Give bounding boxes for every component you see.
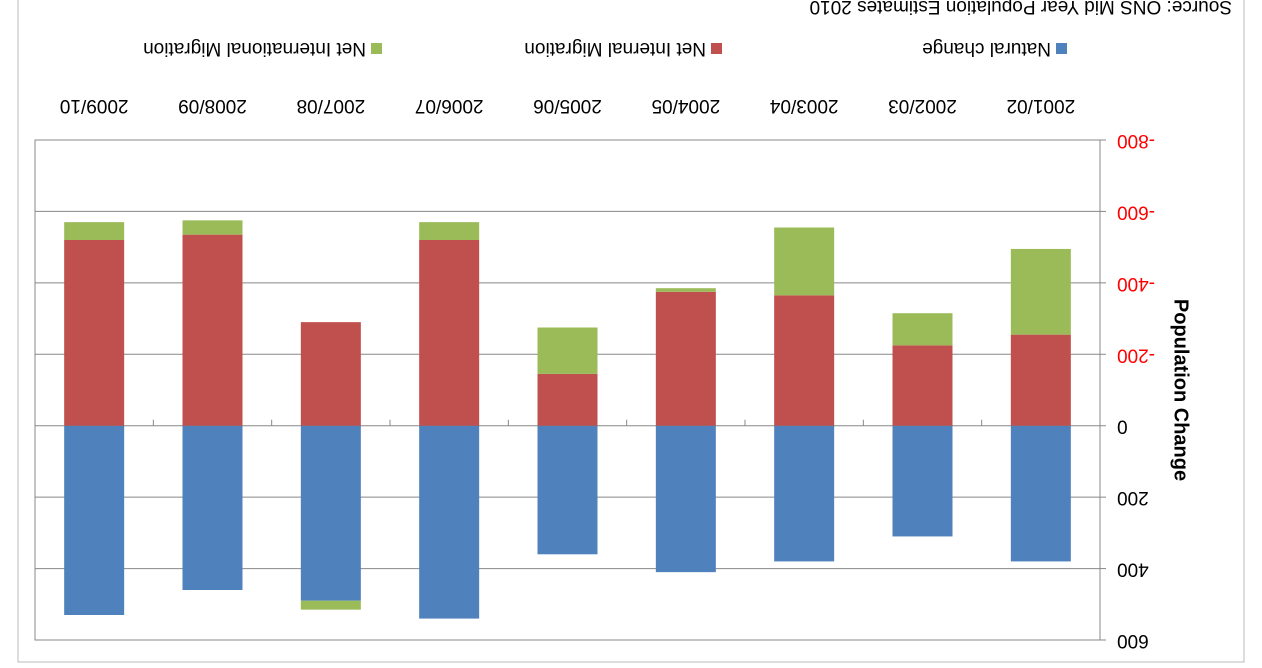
x-tick-label: 2004/05: [651, 95, 720, 116]
y-tick-label: 0: [1117, 416, 1128, 437]
y-tick-label: 600: [1117, 630, 1149, 651]
bar-segment: [182, 220, 243, 235]
bar-segment: [537, 327, 598, 374]
bar-segment: [419, 425, 480, 619]
y-tick-label: -600: [1117, 201, 1155, 222]
bar-segment: [419, 240, 480, 426]
bar-segment: [1010, 334, 1071, 426]
y-tick-label: -400: [1117, 273, 1155, 294]
y-tick-label: -200: [1117, 344, 1155, 365]
chart-border: [17, 0, 1245, 663]
bar-segment: [537, 373, 598, 426]
bar-segment: [892, 313, 953, 346]
bar-segment: [655, 288, 716, 292]
y-tick-label: 400: [1117, 559, 1149, 580]
bar-segment: [892, 345, 953, 426]
x-tick-label: 2008/09: [178, 95, 247, 116]
legend-swatch: [371, 43, 382, 54]
legend-label: Net Internal Migration: [524, 38, 706, 59]
x-tick-label: 2009/10: [60, 95, 129, 116]
x-tick-label: 2001/02: [1006, 95, 1075, 116]
bar-segment: [774, 227, 835, 296]
x-tick-label: 2007/08: [296, 95, 365, 116]
legend-swatch: [711, 43, 722, 54]
bar-segment: [300, 322, 361, 426]
bar-segment: [892, 425, 953, 537]
x-tick-label: 2003/04: [769, 95, 838, 116]
bar-segment: [419, 222, 480, 240]
bar-segment: [182, 234, 243, 426]
bar-segment: [774, 425, 835, 562]
bar-segment: [537, 425, 598, 555]
y-tick-label: -800: [1117, 130, 1155, 151]
x-tick-label: 2006/07: [415, 95, 484, 116]
bar-segment: [655, 291, 716, 426]
bar-segment: [1010, 248, 1071, 335]
legend-swatch: [1056, 43, 1067, 54]
bar-segment: [774, 295, 835, 426]
legend-label: Net International Migration: [143, 38, 366, 59]
bar-segment: [182, 425, 243, 590]
bar-segment: [300, 425, 361, 601]
bar-segment: [64, 240, 125, 426]
bar-segment: [1010, 425, 1071, 562]
source-note: Source: ONS Mid Year Population Estimate…: [810, 0, 1232, 17]
bar-segment: [300, 600, 361, 610]
bar-segment: [64, 222, 125, 240]
y-tick-label: 200: [1117, 487, 1149, 508]
bar-segment: [64, 425, 125, 615]
x-tick-label: 2005/06: [533, 95, 602, 116]
bar-segment: [655, 425, 716, 573]
y-axis-title: Population Change: [1170, 299, 1192, 481]
x-tick-label: 2002/03: [888, 95, 957, 116]
chart-body: Population Change Source: ONS Mid Year P…: [17, 0, 1245, 663]
legend-label: Natural change: [922, 38, 1051, 59]
